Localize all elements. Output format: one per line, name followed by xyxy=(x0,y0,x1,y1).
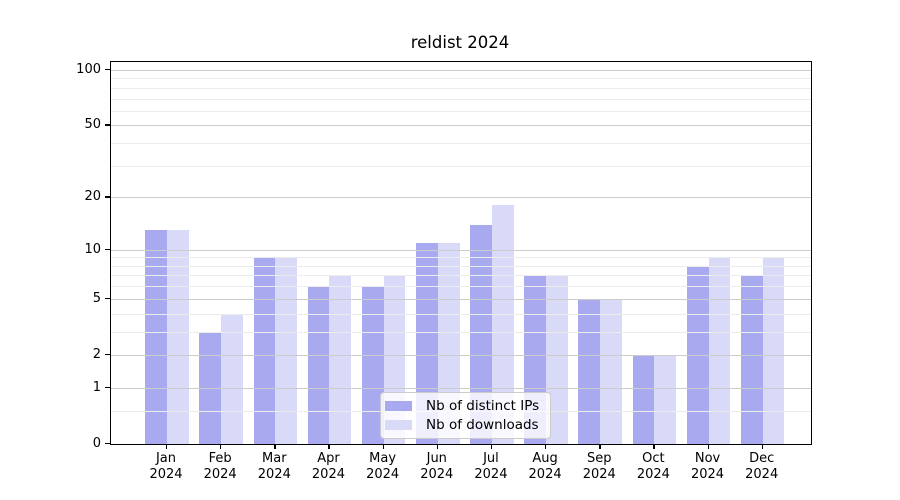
major-gridline xyxy=(111,125,811,127)
bar-downloads xyxy=(654,354,677,444)
x-tick-mark xyxy=(382,444,384,450)
y-tick-mark xyxy=(105,124,110,126)
x-axis-tick-label: May 2024 xyxy=(366,451,400,482)
legend-swatch-distinct-ips xyxy=(385,400,412,412)
x-axis-tick-label: Apr 2024 xyxy=(311,451,345,482)
legend-swatch-downloads xyxy=(385,419,412,431)
y-tick-mark xyxy=(105,69,110,71)
minor-gridline xyxy=(111,257,811,259)
x-tick-mark xyxy=(653,444,655,450)
y-axis-tick-label: 50 xyxy=(84,117,101,133)
x-axis-tick-label: Mar 2024 xyxy=(257,451,291,482)
minor-gridline xyxy=(111,98,811,100)
plot-area xyxy=(110,61,812,445)
bar-downloads xyxy=(491,205,514,444)
bar-downloads xyxy=(546,275,568,444)
x-axis-tick-label: Jan 2024 xyxy=(149,451,183,482)
minor-gridline xyxy=(111,313,811,315)
legend-label: Nb of distinct IPs xyxy=(426,398,540,414)
y-tick-mark xyxy=(105,297,110,300)
y-axis-tick-label: 1 xyxy=(92,379,101,395)
y-axis-tick-label: 10 xyxy=(84,241,101,257)
major-gridline xyxy=(111,387,811,389)
minor-gridline xyxy=(111,143,811,145)
y-axis-tick-label: 0 xyxy=(92,436,101,451)
x-tick-mark xyxy=(274,444,276,450)
bar-downloads xyxy=(221,313,243,444)
bar-distinct-ips xyxy=(740,275,763,444)
y-tick-mark xyxy=(105,386,110,389)
minor-gridline xyxy=(111,331,811,333)
minor-gridline xyxy=(111,265,811,267)
major-gridline xyxy=(111,70,811,71)
x-tick-mark xyxy=(166,444,168,450)
y-axis-tick-label: 2 xyxy=(92,346,101,362)
bar-distinct-ips xyxy=(307,286,330,444)
minor-gridline xyxy=(111,87,811,89)
minor-gridline xyxy=(111,286,811,288)
major-gridline xyxy=(111,298,811,300)
x-axis-tick-label: Jun 2024 xyxy=(420,451,454,482)
minor-gridline xyxy=(111,275,811,277)
x-tick-mark xyxy=(707,444,709,450)
x-axis-tick-label: Jul 2024 xyxy=(474,451,508,482)
x-tick-mark xyxy=(436,444,439,450)
x-axis-tick-label: Dec 2024 xyxy=(745,451,779,482)
y-axis-tick-label: 20 xyxy=(84,189,101,205)
x-tick-mark xyxy=(328,444,330,450)
y-tick-mark xyxy=(105,443,110,445)
bar-downloads xyxy=(600,298,623,444)
x-tick-mark xyxy=(490,444,493,450)
bar-distinct-ips xyxy=(632,354,655,444)
bar-distinct-ips xyxy=(361,286,384,444)
bar-downloads xyxy=(275,257,298,444)
bar-distinct-ips xyxy=(145,230,167,444)
chart-title: reldist 2024 xyxy=(410,33,510,52)
x-axis-tick-label: Aug 2024 xyxy=(528,451,562,482)
x-tick-mark xyxy=(220,444,222,450)
major-gridline xyxy=(111,249,811,251)
x-axis-tick-label: Oct 2024 xyxy=(636,451,670,482)
y-tick-mark xyxy=(105,196,110,198)
legend: Nb of distinct IPs Nb of downloads xyxy=(380,392,552,439)
y-tick-mark xyxy=(105,248,110,250)
y-tick-mark xyxy=(105,353,110,356)
minor-gridline xyxy=(111,78,811,80)
x-tick-mark xyxy=(599,444,601,450)
bar-distinct-ips xyxy=(578,298,601,444)
y-axis-tick-label: 100 xyxy=(76,62,101,77)
x-axis-tick-label: Nov 2024 xyxy=(690,451,725,482)
major-gridline xyxy=(111,197,811,199)
legend-item: Nb of downloads xyxy=(385,417,539,433)
bar-downloads xyxy=(762,257,785,444)
major-gridline xyxy=(111,354,811,356)
bar-downloads xyxy=(329,275,352,444)
x-axis-tick-label: Sep 2024 xyxy=(582,451,616,482)
legend-label: Nb of downloads xyxy=(426,417,539,433)
y-axis-tick-label: 5 xyxy=(92,290,101,306)
minor-gridline xyxy=(111,165,811,167)
bar-distinct-ips xyxy=(470,224,492,444)
x-tick-mark xyxy=(761,444,763,450)
x-axis-tick-label: Feb 2024 xyxy=(203,451,237,482)
legend-item: Nb of distinct IPs xyxy=(385,398,539,414)
bar-downloads xyxy=(167,230,189,444)
x-tick-mark xyxy=(545,444,547,450)
minor-gridline xyxy=(111,110,811,112)
bar-distinct-ips xyxy=(253,257,276,444)
bar-downloads xyxy=(708,257,731,444)
